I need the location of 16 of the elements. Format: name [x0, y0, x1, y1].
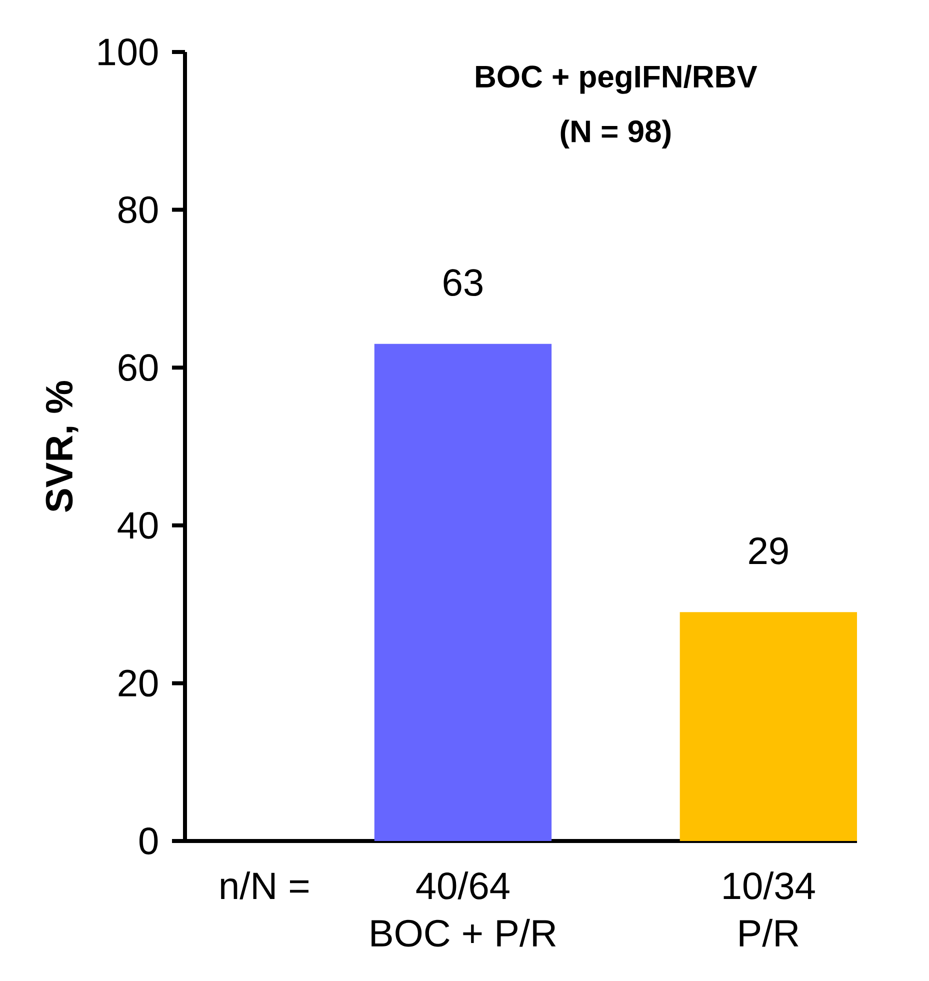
text: 40/64 [416, 871, 510, 900]
y-axis-title: SVR, % [46, 381, 78, 512]
y-tick-label: 80 [118, 196, 158, 224]
text: 10/34 [724, 871, 815, 900]
text: n/N = [221, 871, 308, 900]
y-tick-label: 0 [139, 828, 158, 854]
y-tick-label: 20 [118, 670, 158, 697]
data-label: 63 [444, 269, 482, 296]
y-tick-label: 60 [118, 354, 158, 382]
data-label: 29 [749, 537, 788, 564]
x-tick-label: P/R [740, 918, 798, 947]
y-tick-label: 40 [118, 512, 158, 539]
x-tick-label: BOC + P/R [372, 918, 556, 947]
chart-title: BOC + pegIFN/RBV [476, 64, 758, 94]
y-tick-label: 100 [98, 38, 158, 66]
text: (N = 98) [560, 120, 671, 149]
